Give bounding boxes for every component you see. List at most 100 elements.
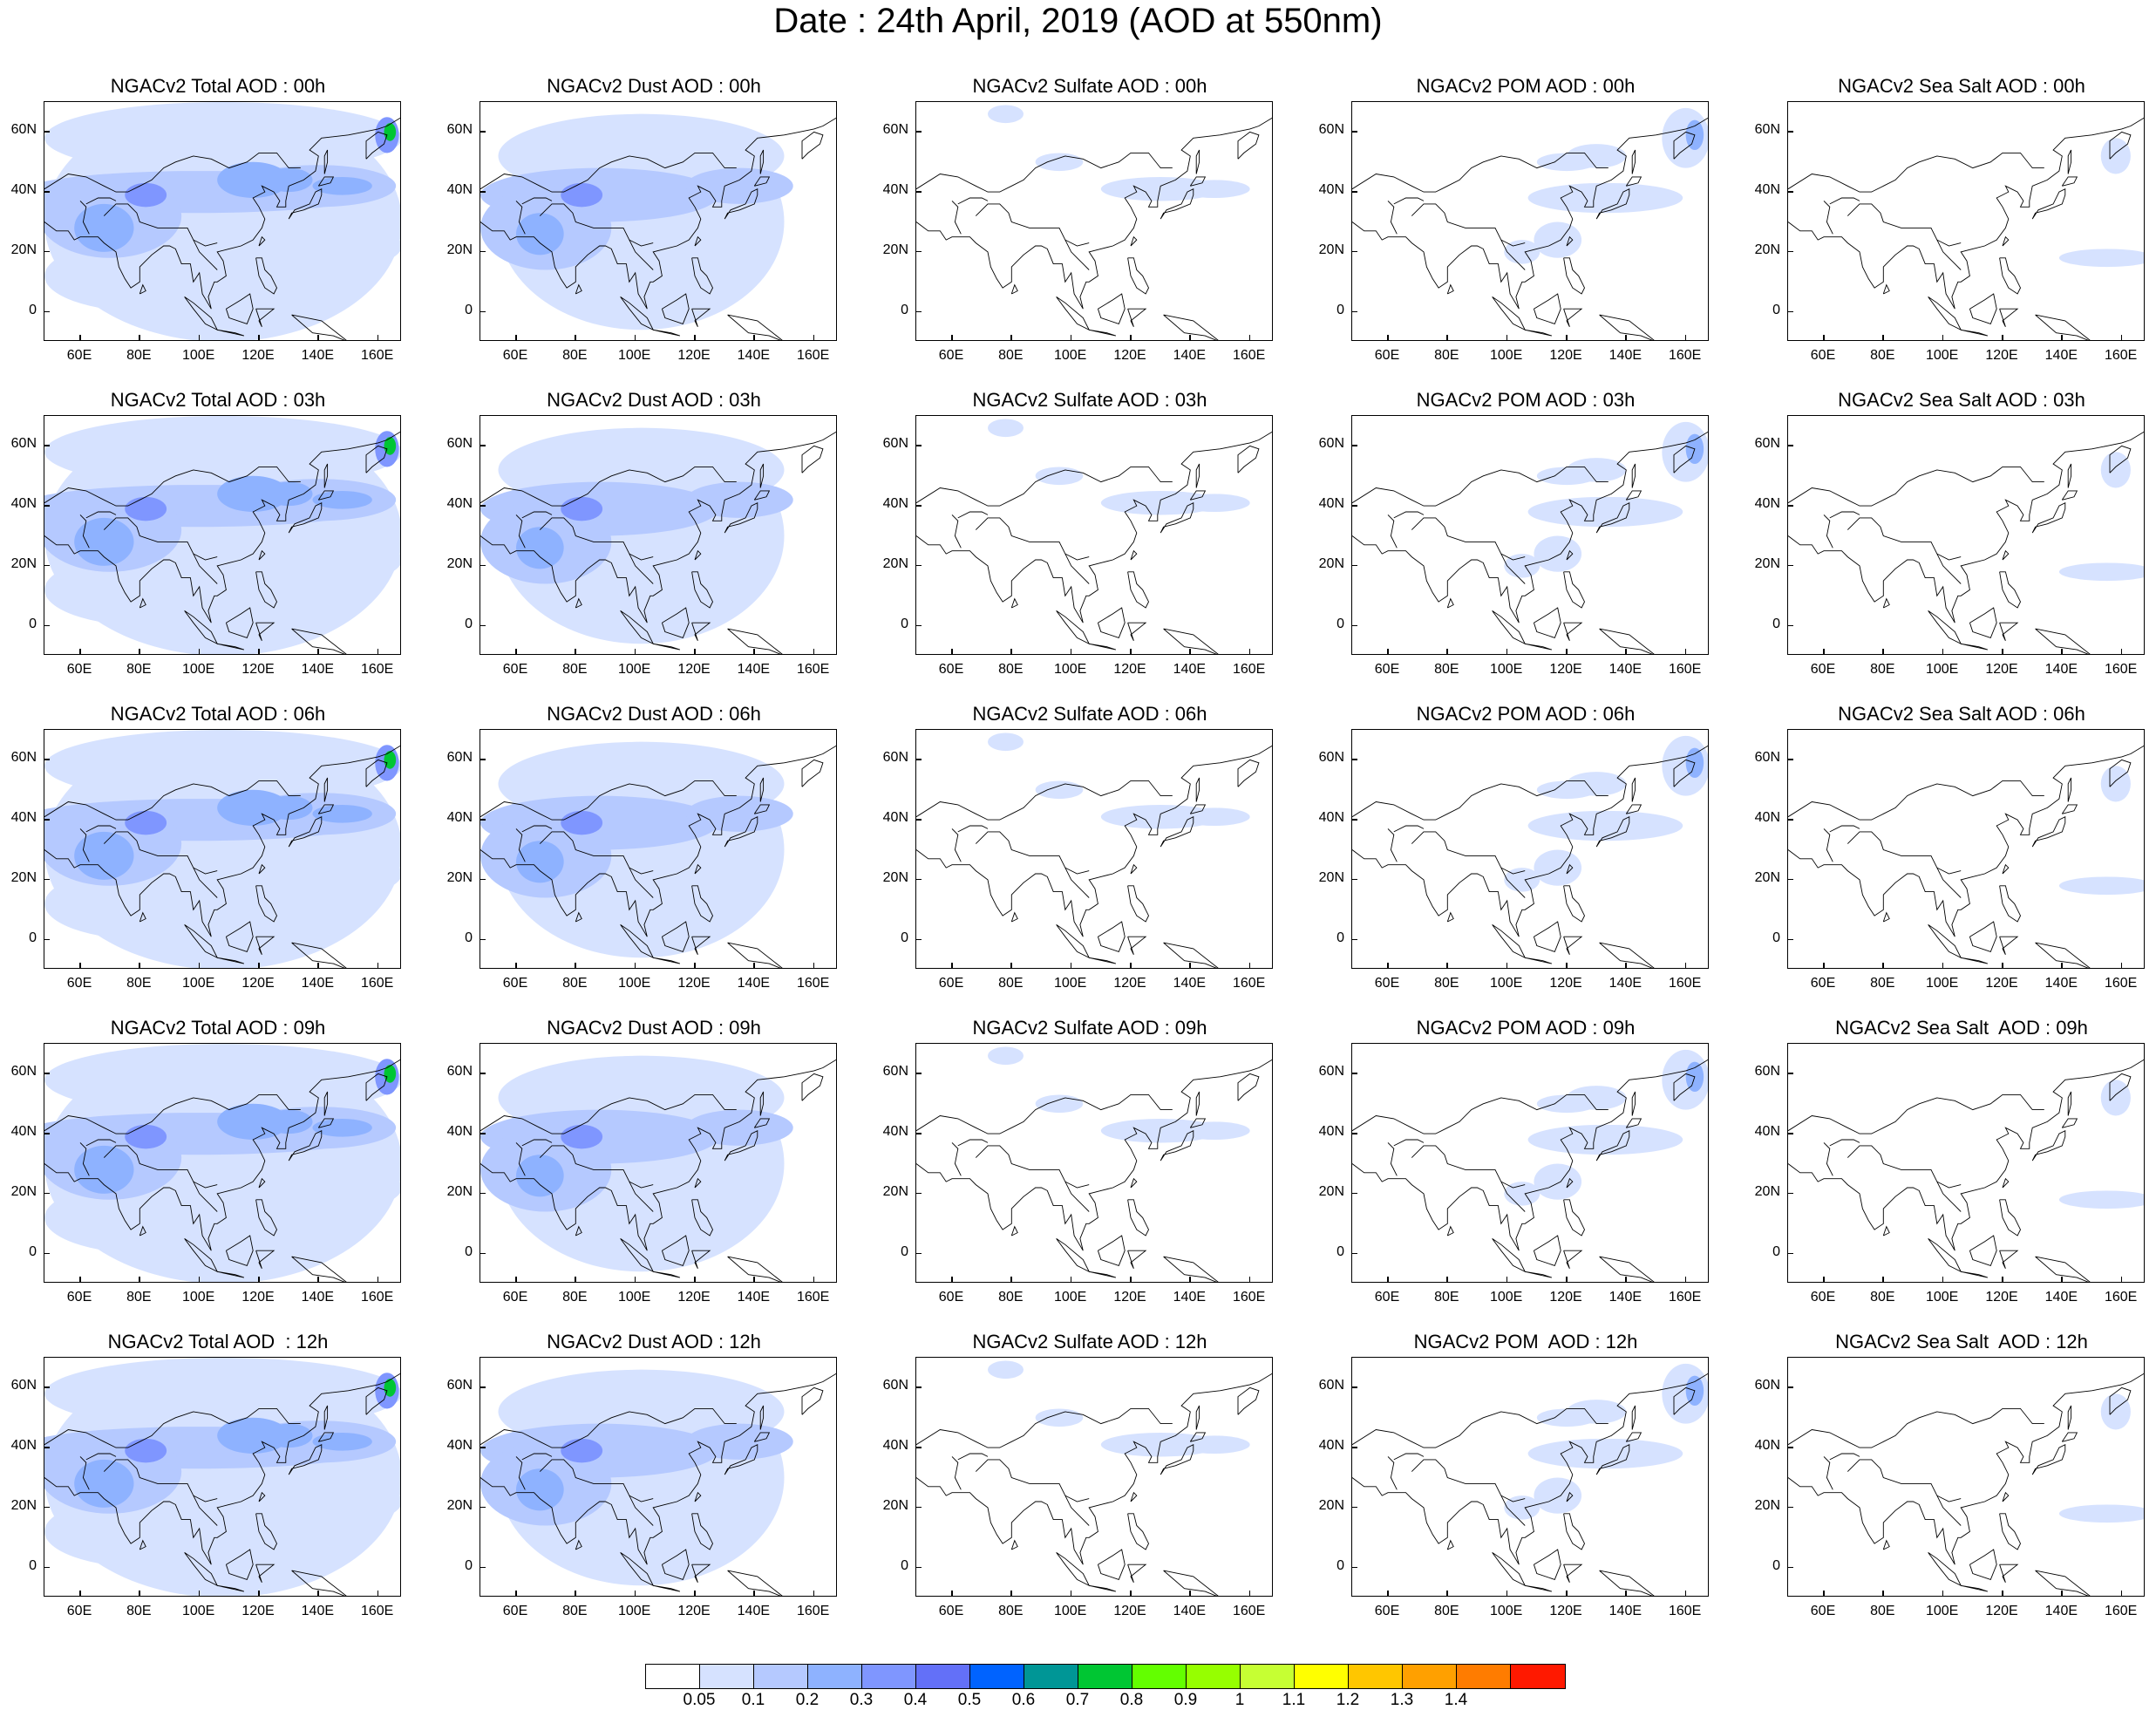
lat-tick [1787, 505, 1793, 507]
coastline [1010, 1225, 1018, 1237]
lat-tick-label: 0 [29, 302, 37, 317]
lat-tick-label: 60N [10, 750, 37, 766]
lon-tick-label: 80E [126, 662, 152, 677]
coastline [727, 942, 783, 968]
lon-tick [1010, 649, 1012, 655]
lon-tick-label: 100E [1925, 348, 1959, 363]
lat-tick [44, 1386, 50, 1388]
lat-tick [44, 505, 50, 507]
colorbar-label: 0.7 [1065, 1691, 1090, 1709]
panel-title: NGACv2 Sulfate AOD : 09h [972, 1017, 1207, 1039]
aerosol-plume [685, 481, 793, 518]
coastline [801, 1073, 824, 1101]
lon-tick [1446, 335, 1448, 341]
lon-tick-label: 100E [1489, 662, 1523, 677]
coastline [1566, 1177, 1574, 1189]
coastline [323, 149, 329, 174]
lat-tick [479, 310, 486, 313]
lat-tick-label: 20N [882, 869, 908, 885]
lon-tick [2002, 963, 2003, 969]
aerosol-plume [44, 1495, 248, 1568]
lon-tick-label: 160E [2104, 976, 2138, 991]
coastline [1237, 131, 1260, 160]
lon-tick [79, 1591, 81, 1597]
coastline [217, 329, 245, 337]
aerosol-plume [561, 1124, 603, 1149]
lat-tick [1787, 1386, 1793, 1388]
lon-tick [951, 963, 953, 969]
coastline [1566, 863, 1574, 875]
lon-tick [1070, 1591, 1072, 1597]
lon-tick-label: 140E [1173, 348, 1207, 363]
coastline [1533, 921, 1561, 952]
country-border [44, 466, 301, 507]
coastline [288, 1129, 323, 1162]
lon-tick-label: 60E [66, 1290, 92, 1305]
lat-tick-label: 60N [10, 1378, 37, 1393]
coastline [1160, 1129, 1194, 1162]
lat-tick [1787, 191, 1793, 193]
lon-tick [1070, 335, 1072, 341]
map-panel-total-09h: NGACv2 Total AOD : 09h 60N 40N 20N 0 60E 80E 10… [0, 1017, 436, 1318]
coastline [1089, 329, 1117, 337]
country-border [1411, 831, 1526, 875]
lon-tick [634, 649, 636, 655]
coastline [724, 1443, 758, 1475]
country-border [1788, 1093, 2044, 1134]
country-border [1500, 239, 1526, 270]
panel-title: NGACv2 POM AOD : 12h [1413, 1331, 1638, 1352]
coastline [753, 1118, 771, 1128]
lat-tick-label: 40N [882, 1438, 908, 1454]
country-border [103, 203, 218, 247]
coastline [661, 1549, 690, 1580]
lat-tick-label: 60N [1318, 750, 1344, 766]
colorbar-box [1511, 1665, 1565, 1688]
lat-tick-label: 0 [29, 616, 37, 631]
aerosol-plume [44, 554, 248, 626]
aerosol-plume [384, 751, 397, 769]
coastline [653, 1584, 681, 1592]
coastline [1563, 308, 1583, 327]
lon-tick [1684, 649, 1687, 655]
country-border [193, 239, 218, 270]
lon-tick [258, 1277, 260, 1283]
coastline [1160, 815, 1194, 848]
lat-tick-label: 20N [1318, 1497, 1344, 1513]
aerosol-plume [561, 182, 603, 208]
coastline [691, 885, 714, 923]
country-border [539, 203, 654, 247]
coastline [317, 1118, 335, 1128]
coastline [1163, 1570, 1219, 1596]
country-border [1936, 867, 1962, 898]
lat-tick [1351, 819, 1357, 821]
country-border [916, 1093, 1173, 1134]
coastline [317, 1432, 335, 1442]
lat-tick [44, 1447, 50, 1448]
map-frame [1787, 415, 2145, 655]
lat-tick-label: 20N [1754, 1497, 1780, 1513]
lon-tick-label: 100E [1489, 348, 1523, 363]
aerosol-plume [74, 1145, 134, 1194]
lat-tick [1351, 1252, 1357, 1255]
lat-tick [1351, 1386, 1357, 1388]
lon-tick-label: 60E [938, 1604, 964, 1618]
country-border [1936, 1181, 1962, 1212]
coastline [1130, 1177, 1138, 1189]
coastline [44, 745, 400, 937]
figure-title: Date : 24th April, 2019 (AOD at 550nm) [773, 2, 1383, 40]
lat-tick [1351, 445, 1357, 446]
lon-tick-label: 140E [1608, 662, 1643, 677]
country-border [1847, 203, 1962, 247]
coastline [44, 117, 400, 310]
lon-tick-label: 160E [360, 1290, 394, 1305]
lat-tick [1787, 624, 1793, 627]
lat-tick [915, 819, 922, 821]
coastline [1595, 501, 1630, 534]
country-border [539, 1459, 654, 1502]
coastline [2109, 1386, 2132, 1415]
coastline [1237, 1386, 1260, 1415]
lon-tick-label: 60E [66, 662, 92, 677]
country-border [1352, 466, 1608, 507]
lat-tick [915, 878, 922, 881]
coastline [691, 571, 714, 609]
